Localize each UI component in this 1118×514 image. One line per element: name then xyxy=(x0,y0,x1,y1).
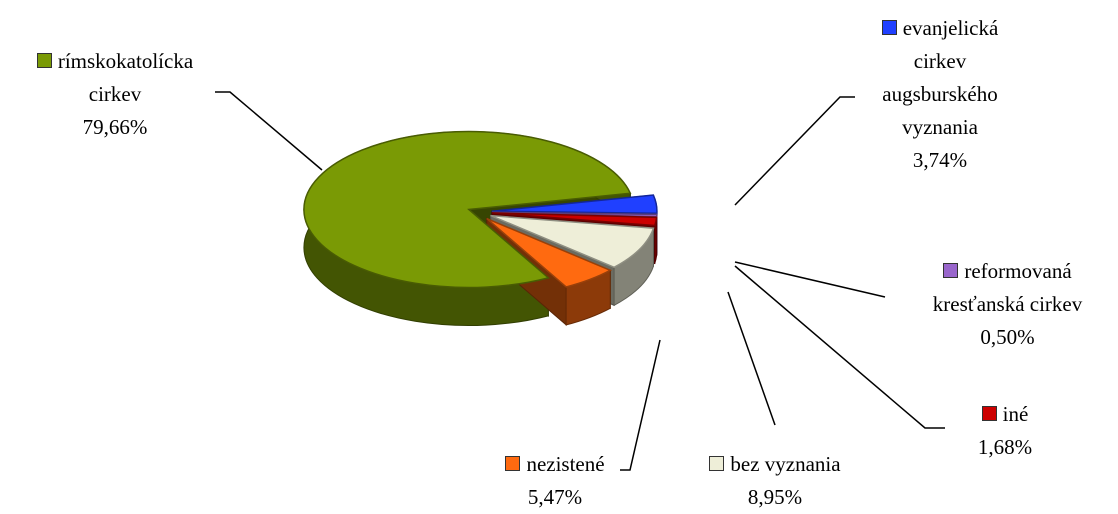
value-label: 5,47% xyxy=(470,481,640,514)
slice-label: evanjelická cirkev augsburského vyznania… xyxy=(855,12,1025,177)
category-name: evanjelická cirkev augsburského vyznania xyxy=(882,16,998,139)
legend-swatch xyxy=(982,406,997,421)
leader-line xyxy=(735,97,855,205)
category-name: bez vyznania xyxy=(730,452,840,476)
value-label: 0,50% xyxy=(910,321,1105,354)
leader-line xyxy=(215,92,322,170)
legend-swatch xyxy=(505,456,520,471)
category-name: iné xyxy=(1003,402,1029,426)
legend-swatch xyxy=(37,53,52,68)
slice-label: rímskokatolícka cirkev 79,66% xyxy=(10,45,220,144)
value-label: 8,95% xyxy=(680,481,870,514)
legend-swatch xyxy=(943,263,958,278)
value-label: 3,74% xyxy=(855,144,1025,177)
legend-swatch xyxy=(882,20,897,35)
category-name: nezistené xyxy=(526,452,604,476)
slice-label: nezistené 5,47% xyxy=(470,448,640,514)
value-label: 1,68% xyxy=(940,431,1070,464)
leader-line xyxy=(728,292,775,425)
slice-label: bez vyznania 8,95% xyxy=(680,448,870,514)
category-name: rímskokatolícka cirkev xyxy=(58,49,193,106)
slice-label: iné 1,68% xyxy=(940,398,1070,464)
leader-line xyxy=(735,262,885,297)
legend-swatch xyxy=(709,456,724,471)
value-label: 79,66% xyxy=(10,111,220,144)
